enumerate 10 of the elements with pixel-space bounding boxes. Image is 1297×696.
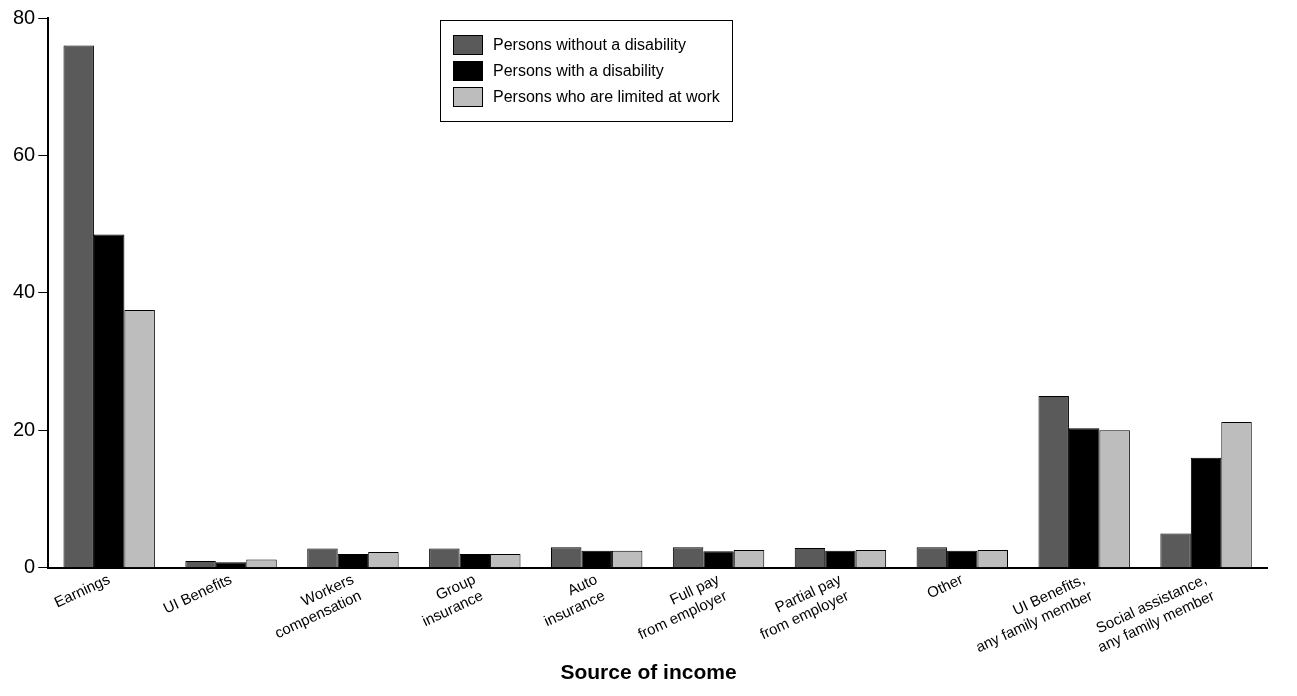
y-tick-label: 20 (13, 417, 36, 440)
y-tick-label: 40 (13, 280, 36, 303)
legend-label: Persons without a disability (493, 36, 686, 54)
y-tick-label: 60 (13, 142, 36, 165)
x-tick-label: Other (924, 570, 966, 602)
legend-label: Persons with a disability (493, 62, 664, 80)
y-tick-label: 0 (24, 555, 36, 578)
y-tick-label: 80 (13, 5, 36, 28)
x-axis-title: Source of income (559, 660, 738, 684)
legend-label: Persons who are limited at work (493, 88, 720, 106)
